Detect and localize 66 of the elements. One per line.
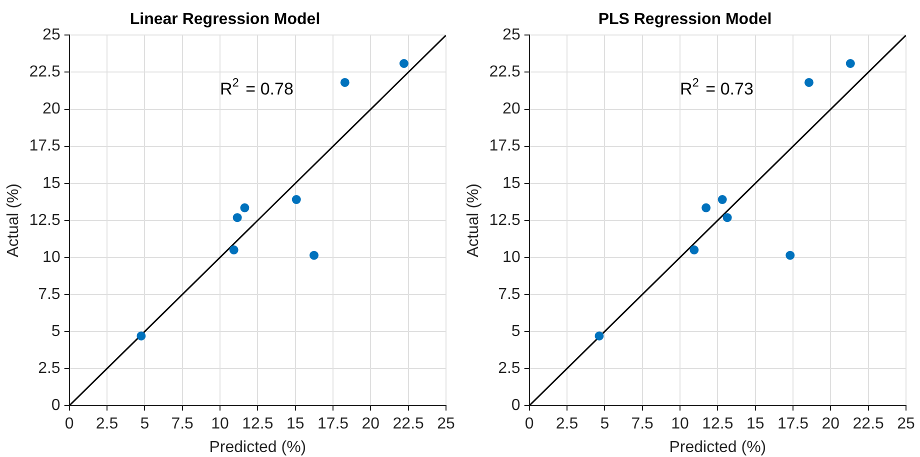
x-tick-label: 2.5: [96, 416, 118, 433]
y-tick-label: 25: [502, 26, 520, 44]
x-tick-label: 7.5: [631, 416, 654, 433]
y-tick-label: 2.5: [38, 360, 60, 377]
x-tick-label: 17.5: [317, 416, 349, 433]
x-tick-label: 5: [600, 416, 610, 433]
y-tick-label: 10: [42, 248, 60, 266]
x-tick-label: 10: [211, 416, 230, 433]
y-tick-label: 17.5: [489, 138, 520, 155]
x-tick-label: 25: [437, 416, 455, 433]
point: [399, 59, 408, 68]
y-tick-label: 22.5: [29, 64, 60, 81]
y-tick-label: 12.5: [29, 212, 60, 229]
y-tick-label: 20: [42, 100, 60, 118]
x-tick-label: 22.5: [852, 416, 884, 433]
x-tick-label: 12.5: [242, 416, 274, 433]
y-tick-label: 5: [511, 322, 520, 340]
x-tick-label: 15: [286, 416, 304, 433]
x-tick-label: 7.5: [171, 416, 194, 433]
x-tick-label: 25: [897, 416, 915, 433]
point: [292, 195, 301, 204]
point: [240, 203, 250, 212]
y-tick-label: 20: [502, 100, 520, 118]
chart-title: Linear Regression Model: [130, 11, 320, 28]
y-tick-label: 0: [51, 397, 60, 414]
point: [718, 195, 727, 204]
chart-title: PLS Regression Model: [598, 11, 772, 28]
x-tick-label: 12.5: [702, 416, 734, 433]
x-tick-label: 0: [524, 416, 534, 433]
point: [232, 213, 242, 222]
y-tick-label: 7.5: [498, 286, 520, 303]
y-tick-label: 17.5: [29, 138, 60, 155]
y-tick-label: 5: [51, 322, 60, 340]
point: [340, 78, 350, 87]
y-axis-title: Actual (%): [465, 184, 482, 258]
point: [846, 59, 855, 68]
y-tick-label: 22.5: [489, 64, 520, 81]
x-tick-label: 17.5: [777, 416, 809, 433]
point: [690, 245, 699, 254]
y-tick-label: 2.5: [498, 360, 520, 377]
y-axis-title: Actual (%): [5, 184, 22, 258]
x-tick-label: 22.5: [392, 416, 424, 433]
y-tick-label: 12.5: [489, 212, 520, 229]
x-tick-label: 15: [746, 416, 764, 433]
point: [804, 78, 814, 87]
point: [786, 250, 795, 260]
y-tick-label: 25: [42, 26, 60, 44]
point: [310, 250, 319, 260]
y-tick-label: 0: [511, 397, 520, 414]
point: [702, 203, 711, 212]
y-tick-label: 15: [42, 174, 60, 192]
x-axis-title: Predicted (%): [209, 438, 306, 456]
x-axis-title: Predicted (%): [669, 438, 766, 456]
x-tick-label: 0: [64, 416, 74, 433]
point: [136, 331, 146, 340]
y-tick-label: 15: [502, 174, 520, 192]
point: [594, 331, 604, 340]
x-tick-label: 20: [822, 416, 840, 433]
point: [722, 213, 732, 222]
x-tick-label: 20: [362, 416, 380, 433]
x-tick-label: 5: [140, 416, 150, 433]
point: [229, 245, 238, 254]
x-tick-label: 10: [671, 416, 690, 433]
x-tick-label: 2.5: [556, 416, 578, 433]
y-tick-label: 7.5: [38, 286, 60, 303]
y-tick-label: 10: [502, 248, 520, 266]
